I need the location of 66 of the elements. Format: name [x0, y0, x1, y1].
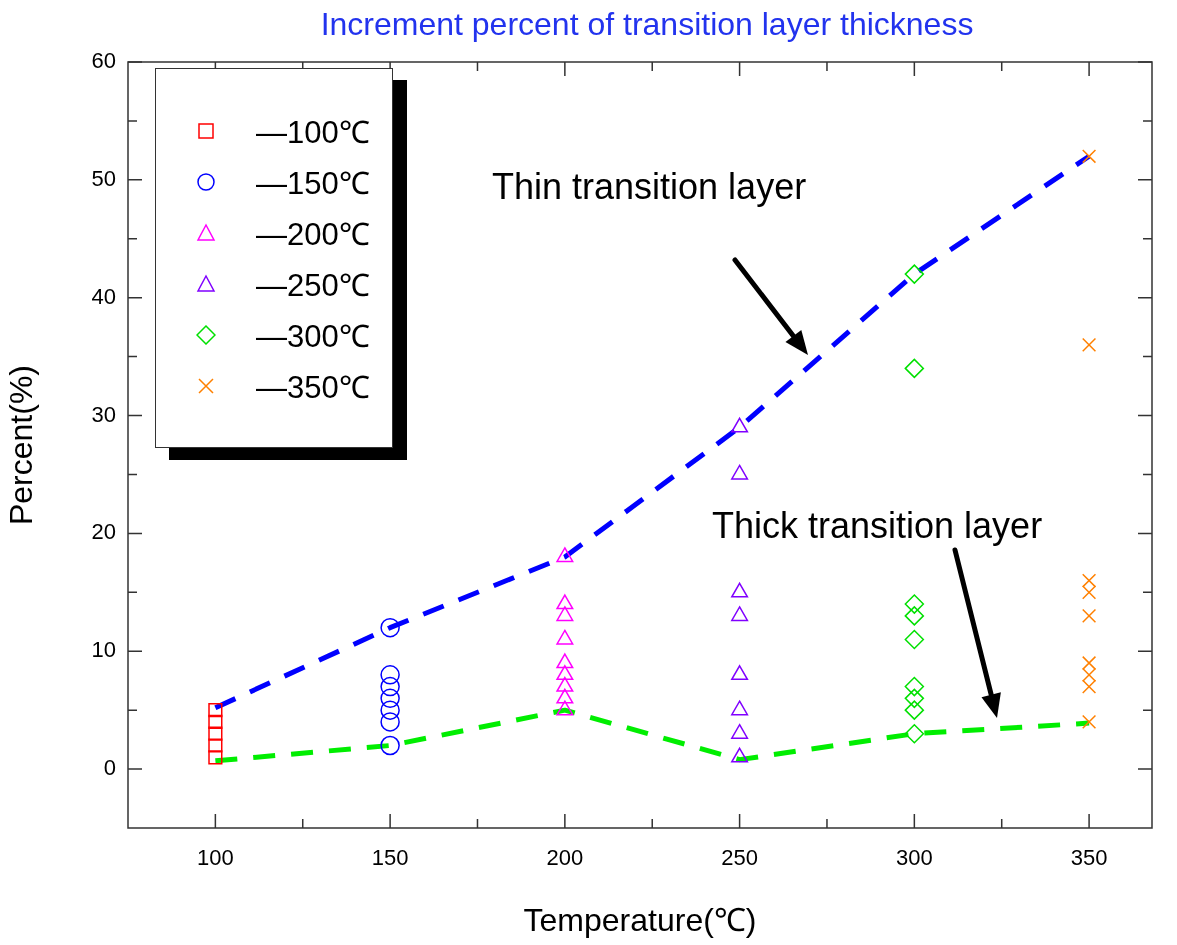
y-tick-label: 40 [91, 283, 116, 309]
point [556, 700, 574, 716]
point [208, 738, 223, 753]
point [904, 358, 925, 379]
point [556, 547, 574, 563]
point [1081, 337, 1097, 352]
point [731, 700, 749, 716]
chart-title: Increment percent of transition layer thickness [320, 5, 974, 42]
legend-label: —350℃ [256, 368, 370, 407]
point [556, 606, 574, 622]
point [380, 735, 400, 756]
point [208, 714, 223, 730]
y-tick-label: 10 [91, 637, 116, 663]
x-tick-label: 100 [197, 845, 234, 871]
y-tick-label: 0 [103, 755, 116, 781]
point [1081, 608, 1097, 623]
x-axis-title: Temperature(℃) [523, 901, 757, 938]
annotation: Thin transition layer [492, 166, 807, 208]
point [556, 594, 574, 610]
point [380, 700, 400, 720]
point [731, 417, 749, 433]
point [556, 676, 574, 692]
legend-label: —100℃ [256, 113, 370, 152]
y-tick-label: 30 [91, 401, 116, 427]
y-axis-title: Percent(%) [3, 364, 40, 526]
point [731, 665, 749, 681]
point [731, 606, 749, 622]
legend-label: —300℃ [256, 317, 370, 356]
y-tick-label: 50 [91, 165, 116, 191]
legend-label: —150℃ [256, 164, 370, 203]
point [904, 676, 925, 697]
annotation: Thick transition layer [712, 505, 1043, 547]
point [731, 464, 749, 480]
point [380, 617, 400, 638]
point [1081, 149, 1097, 164]
point [556, 665, 574, 681]
x-tick-label: 250 [721, 845, 758, 871]
point [731, 723, 749, 739]
point [380, 676, 400, 697]
point [380, 712, 400, 732]
legend-label: —250℃ [256, 266, 370, 305]
point [904, 723, 925, 744]
point [380, 688, 400, 709]
legend-label: —200℃ [256, 215, 370, 254]
point [731, 582, 749, 598]
point [904, 688, 925, 709]
y-tick-label: 60 [91, 48, 116, 74]
point [1081, 714, 1097, 730]
point [904, 264, 925, 284]
point [556, 688, 574, 704]
point [904, 606, 925, 626]
x-tick-label: 350 [1070, 845, 1108, 871]
point [556, 653, 574, 669]
point [380, 665, 400, 685]
point [208, 703, 223, 718]
x-tick-label: 150 [371, 845, 409, 871]
point [731, 747, 749, 763]
y-tick-label: 20 [91, 519, 116, 545]
x-tick-label: 200 [546, 845, 584, 871]
x-tick-label: 300 [895, 845, 933, 871]
point [556, 629, 574, 645]
point [904, 700, 925, 720]
point [208, 750, 223, 765]
point [904, 629, 925, 650]
point [208, 726, 223, 741]
point [904, 594, 925, 614]
